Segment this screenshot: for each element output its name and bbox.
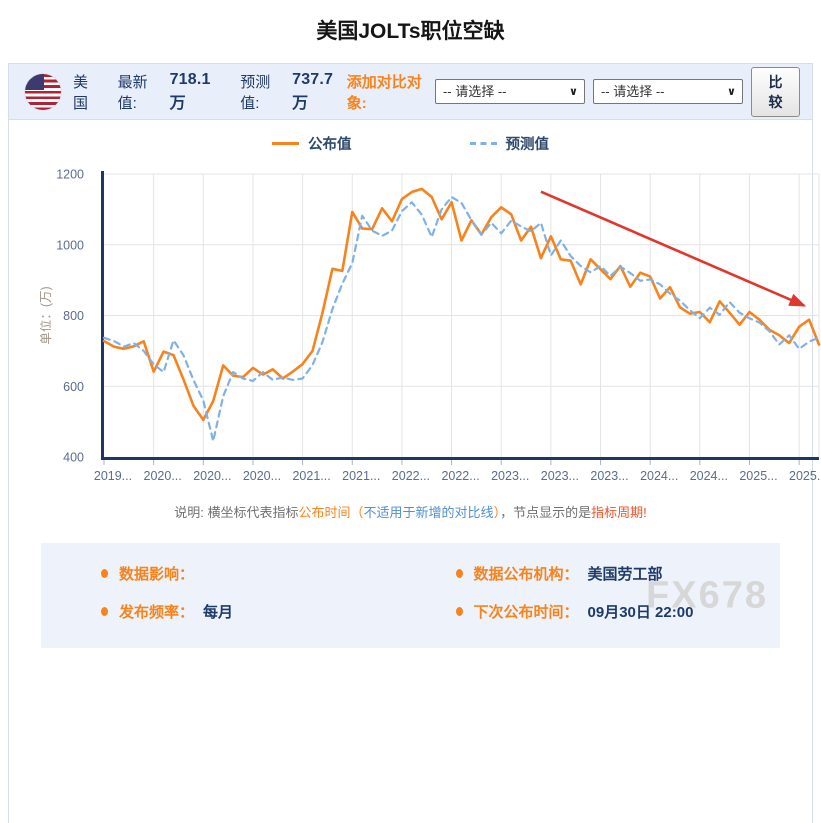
x-tick-label: 2020... bbox=[193, 469, 231, 483]
forecast-line-series bbox=[102, 195, 821, 443]
info-panel: FX678 数据影响： 数据公布机构： 美国劳工部 发布频率： 每月 下次公布时间： 09月… bbox=[41, 543, 780, 648]
info-label: 数据公布机构： bbox=[473, 566, 579, 583]
legend-label: 预测值 bbox=[505, 136, 550, 153]
legend-item-forecast[interactable]: 预测值 bbox=[469, 133, 550, 154]
x-tick-label: 2023... bbox=[590, 469, 628, 483]
trend-arrow-annotation bbox=[540, 190, 807, 307]
solid-line-swatch-icon bbox=[272, 141, 299, 145]
x-tick-label: 2021... bbox=[292, 469, 330, 483]
y-tick-label: 1000 bbox=[56, 238, 84, 252]
info-label: 下次公布时间： bbox=[473, 604, 579, 621]
y-tick-label: 600 bbox=[63, 380, 84, 394]
header-bar: 美国 最新值: 718.1万 预测值: 737.7万 添加对比对象: -- 请选… bbox=[9, 64, 812, 120]
page-title: 美国JOLTs职位空缺 bbox=[316, 20, 505, 43]
info-item: 发布频率： 每月 bbox=[41, 601, 411, 622]
dashed-line-swatch-icon bbox=[469, 141, 497, 145]
bullet-icon bbox=[101, 569, 108, 578]
compare-button[interactable]: 比较 bbox=[750, 66, 800, 117]
bullet-icon bbox=[101, 607, 108, 616]
y-axis-title: 单位：(万) bbox=[40, 286, 53, 344]
indicator-widget: 美国 最新值: 718.1万 预测值: 737.7万 添加对比对象: -- 请选… bbox=[8, 63, 821, 823]
x-tick-label: 2024... bbox=[690, 469, 728, 483]
jolts-line-chart[interactable]: 400 600 800 1000 1200 2019... 2020... 2020... 20… bbox=[40, 160, 821, 490]
y-tick-label: 400 bbox=[63, 451, 84, 465]
bullet-icon bbox=[455, 569, 463, 578]
note-segment: 指标周期! bbox=[591, 505, 647, 520]
note-segment: ，节点显示的是 bbox=[500, 505, 592, 520]
add-compare-label: 添加对比对象: bbox=[346, 73, 422, 112]
note-segment: 说明: 横坐标代表指标 bbox=[174, 505, 299, 520]
info-item: 数据公布机构： 美国劳工部 bbox=[411, 563, 781, 584]
y-tick-label: 800 bbox=[63, 309, 84, 323]
us-flag-icon bbox=[25, 73, 61, 110]
x-tick-label: 2019... bbox=[94, 469, 132, 483]
x-tick-label: 2025... bbox=[789, 469, 821, 483]
x-tick-label: 2025... bbox=[739, 469, 777, 483]
note-segment: 不适用于新增的对比线 bbox=[363, 505, 494, 520]
x-tick-label: 2023... bbox=[491, 469, 529, 483]
axis-note: 说明: 横坐标代表指标公布时间（不适用于新增的对比线），节点显示的是指标周期! bbox=[9, 502, 812, 521]
compare-select-1[interactable]: -- 请选择 -- bbox=[434, 79, 585, 104]
note-segment: 公布时间 bbox=[298, 505, 351, 520]
legend-item-published[interactable]: 公布值 bbox=[272, 133, 352, 154]
published-line-series bbox=[102, 187, 821, 422]
info-label: 发布频率： bbox=[119, 604, 195, 621]
x-tick-label: 2022... bbox=[392, 469, 430, 483]
x-tick-label: 2020... bbox=[243, 469, 281, 483]
x-tick-label: 2022... bbox=[441, 469, 479, 483]
latest-value: 718.1万 bbox=[169, 70, 211, 112]
compare-controls: 添加对比对象: -- 请选择 -- ∨ -- 请选择 -- ∨ 比较 bbox=[346, 66, 800, 117]
x-tick-label: 2020... bbox=[144, 469, 182, 483]
info-value: 每月 bbox=[203, 604, 234, 621]
info-label: 数据影响： bbox=[119, 566, 195, 583]
x-tick-label: 2024... bbox=[640, 469, 678, 483]
chart-legend: 公布值 预测值 bbox=[9, 130, 812, 156]
x-tick-label: 2023... bbox=[541, 469, 579, 483]
legend-label: 公布值 bbox=[308, 136, 352, 153]
latest-label: 最新值: bbox=[117, 73, 148, 112]
compare-select-2[interactable]: -- 请选择 -- bbox=[592, 79, 743, 104]
fx678-watermark: FX678 bbox=[646, 574, 768, 616]
y-tick-label: 1200 bbox=[56, 168, 84, 182]
bullet-icon bbox=[455, 607, 463, 616]
country-label: 美国 bbox=[73, 73, 89, 112]
info-item: 数据影响： bbox=[41, 563, 411, 584]
note-segment: （ bbox=[350, 505, 364, 520]
info-value: 美国劳工部 bbox=[587, 566, 663, 583]
forecast-label: 预测值: bbox=[240, 73, 271, 112]
note-segment: ） bbox=[493, 505, 501, 520]
forecast-value: 737.7万 bbox=[292, 70, 334, 112]
chart-section: 公布值 预测值 400 600 800 1000 1200 2019... 2020... 20… bbox=[9, 120, 821, 521]
x-tick-label: 2021... bbox=[342, 469, 380, 483]
